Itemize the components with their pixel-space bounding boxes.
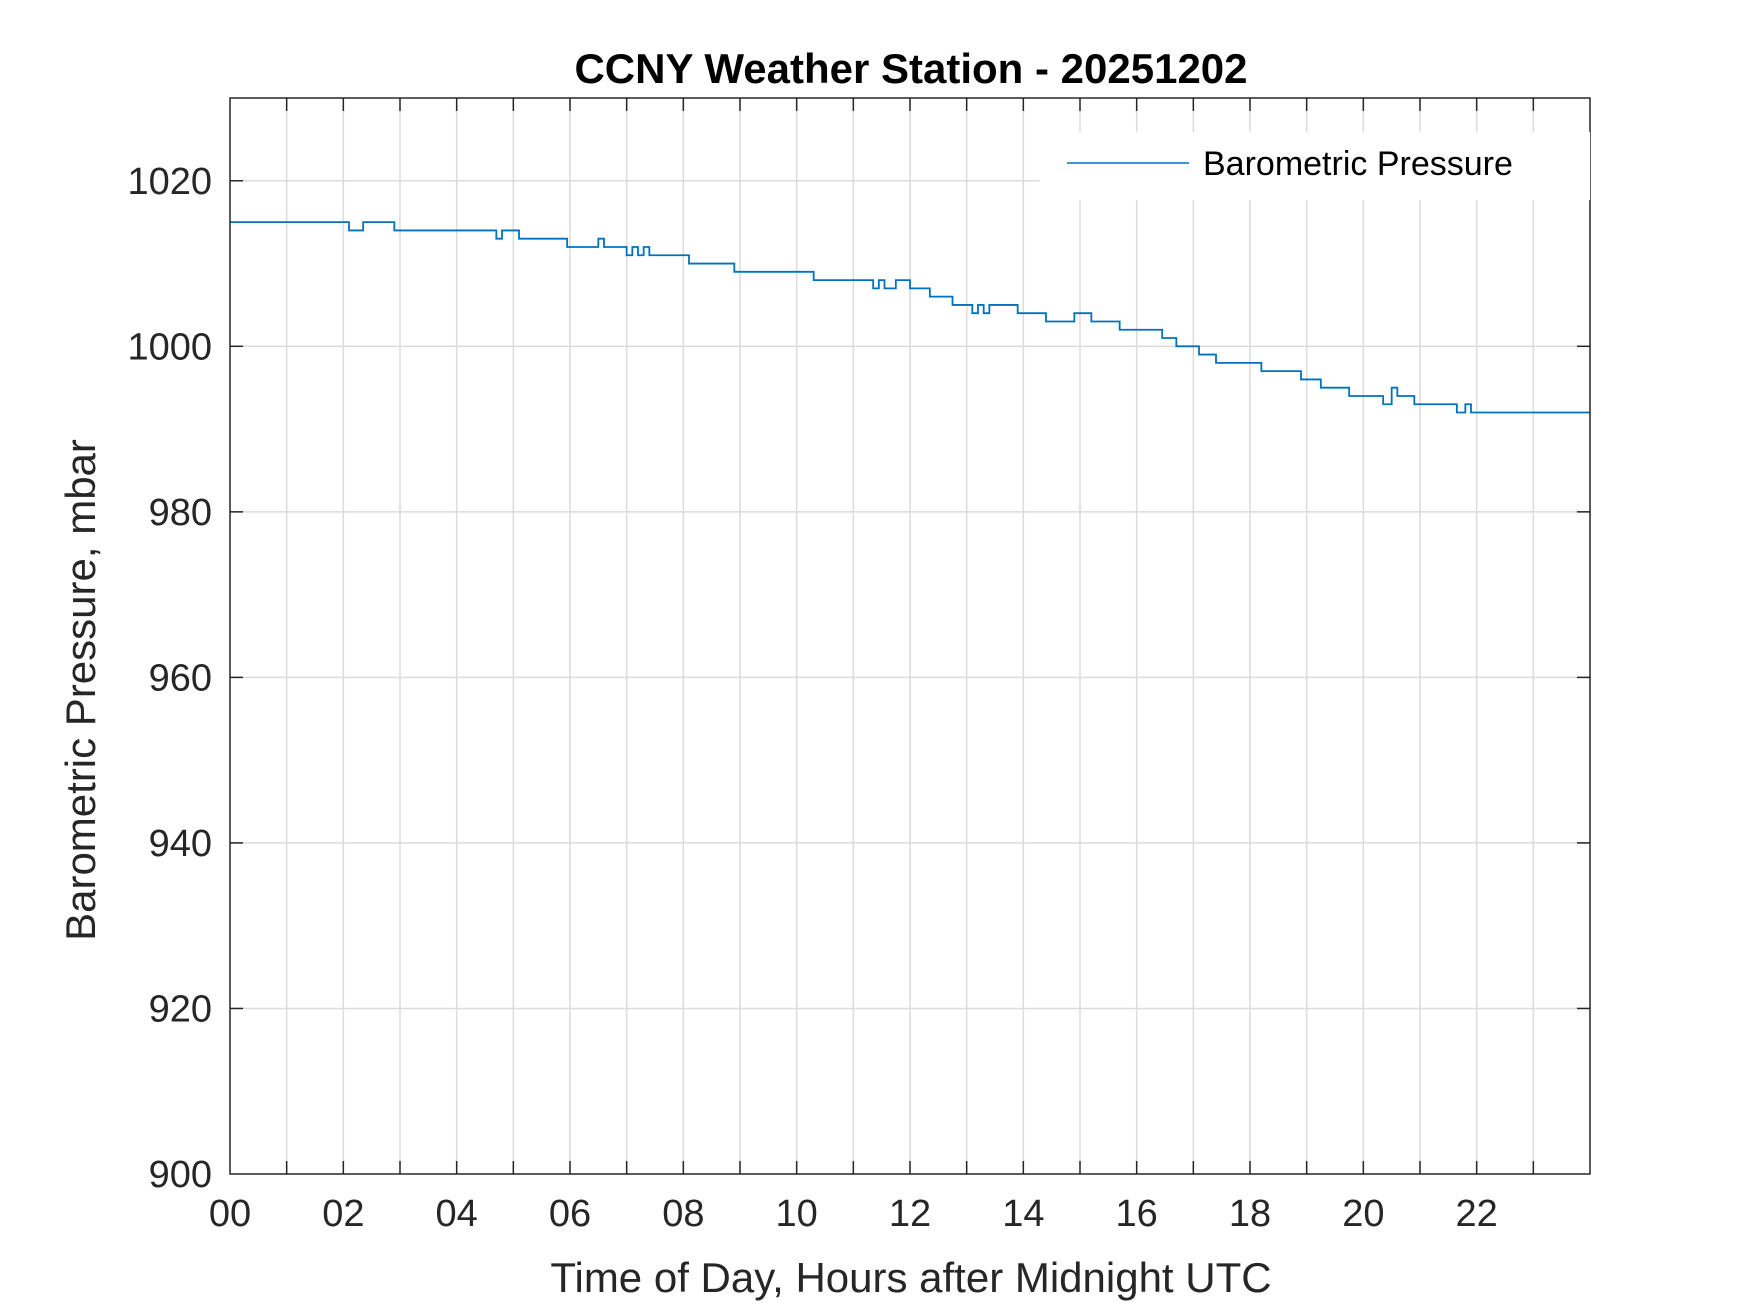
- x-tick-label: 18: [1229, 1193, 1271, 1235]
- legend-label: Barometric Pressure: [1203, 145, 1513, 183]
- chart-title: CCNY Weather Station - 20251202: [574, 45, 1247, 92]
- x-tick-label: 14: [1002, 1193, 1044, 1235]
- x-tick-label: 06: [549, 1193, 591, 1235]
- legend[interactable]: Barometric Pressure: [1040, 132, 1590, 200]
- x-tick-label: 22: [1456, 1193, 1498, 1235]
- x-tick-label: 12: [889, 1193, 931, 1235]
- y-tick-label: 920: [149, 988, 212, 1030]
- x-tick-label: 04: [436, 1193, 478, 1235]
- x-tick-label: 00: [209, 1193, 251, 1235]
- y-tick-label: 900: [149, 1154, 212, 1196]
- y-tick-label: 1020: [127, 161, 212, 203]
- x-axis-label: Time of Day, Hours after Midnight UTC: [550, 1254, 1271, 1301]
- y-tick-label: 960: [149, 657, 212, 699]
- legend-box: [1040, 132, 1590, 200]
- y-tick-label: 980: [149, 492, 212, 534]
- x-tick-label: 16: [1116, 1193, 1158, 1235]
- x-tick-label: 20: [1342, 1193, 1384, 1235]
- x-tick-label: 02: [322, 1193, 364, 1235]
- series-line-barometric-pressure: [230, 221, 1590, 414]
- y-axis-label: Barometric Pressure, mbar: [57, 439, 104, 941]
- ticks: 900 920 940 960 980 1000 1020 00 02 04 06 08 10 12 14 1…: [127, 98, 1590, 1235]
- series-layer: [230, 221, 1590, 414]
- y-tick-label: 940: [149, 823, 212, 865]
- x-tick-label: 10: [776, 1193, 818, 1235]
- x-tick-label: 08: [662, 1193, 704, 1235]
- grid: [230, 98, 1590, 1174]
- y-tick-label: 1000: [127, 326, 212, 368]
